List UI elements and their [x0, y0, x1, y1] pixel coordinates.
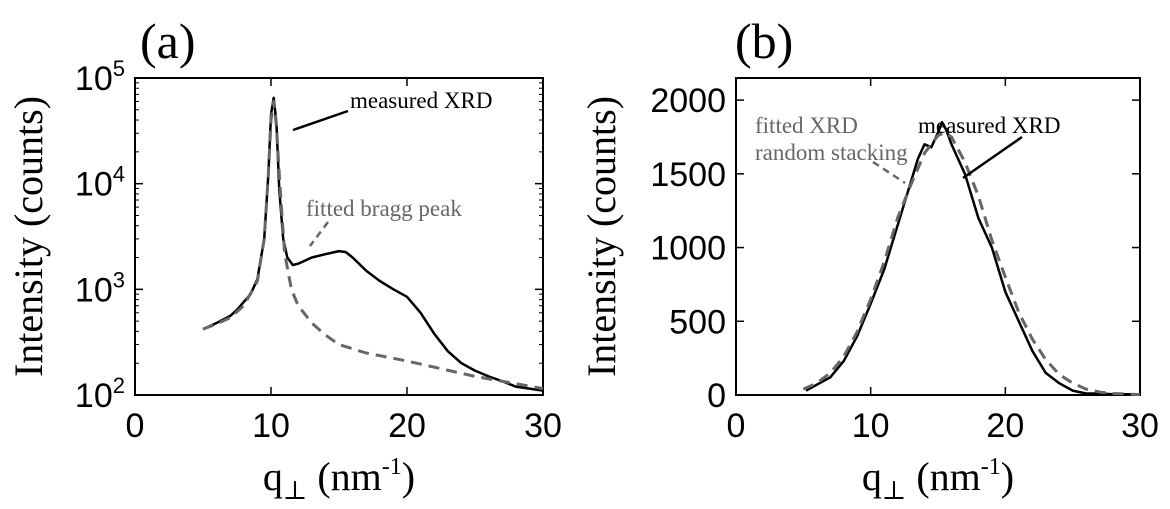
plot-frame: [134, 77, 544, 396]
annotation: fitted XRD: [755, 113, 858, 138]
y-tick-label: 104: [75, 162, 125, 204]
x-axis-label: q⊥ (nm-1): [862, 454, 1014, 505]
x-tick-label: 20: [388, 407, 426, 445]
series-line-1: [802, 131, 1141, 397]
annotation: fitted bragg peak: [306, 196, 462, 221]
y-tick-label: 1500: [650, 156, 726, 194]
annotation: measured XRD: [918, 113, 1060, 138]
x-tick-label: 10: [252, 407, 290, 445]
series-line-1: [202, 99, 544, 391]
y-tick-label: 0: [707, 377, 726, 415]
x-tick-label: 10: [852, 407, 890, 445]
annotation-leader: [309, 221, 329, 247]
y-axis-label: Intensity (counts): [6, 96, 51, 377]
annotation-leader: [292, 109, 349, 132]
y-tick-label: 1000: [650, 230, 726, 268]
x-tick-label: 30: [1121, 407, 1159, 445]
x-tick-label: 0: [727, 407, 746, 445]
annotation: random stacking: [755, 140, 908, 165]
x-axis-label: q⊥ (nm-1): [263, 454, 415, 505]
panel-label: (a): [140, 13, 196, 69]
annotation-leader: [872, 160, 906, 185]
x-tick-label: 0: [126, 407, 145, 445]
annotation: measured XRD: [350, 88, 492, 113]
annotation-leader: [962, 135, 1023, 180]
y-tick-label: 105: [75, 56, 125, 98]
panel-label: (b): [735, 13, 793, 69]
x-tick-label: 20: [986, 407, 1024, 445]
y-tick-label: 103: [75, 267, 125, 309]
chart-panel-1: 0 10 20 30 0 500 1000 1500 2000 fitted XRDrandom …: [579, 13, 1159, 505]
series-line-0: [202, 96, 544, 392]
chart-panel-0: 0 10 20 30 102 103 104 105 measured XRD fitted br…: [6, 13, 562, 505]
y-tick-label: 102: [75, 373, 125, 415]
y-axis-label: Intensity (counts): [579, 96, 624, 377]
plot-frame: [735, 77, 1141, 396]
series-line-0: [805, 120, 1140, 396]
y-tick-label: 2000: [650, 82, 726, 120]
y-tick-label: 500: [669, 303, 726, 341]
x-tick-label: 30: [524, 407, 562, 445]
